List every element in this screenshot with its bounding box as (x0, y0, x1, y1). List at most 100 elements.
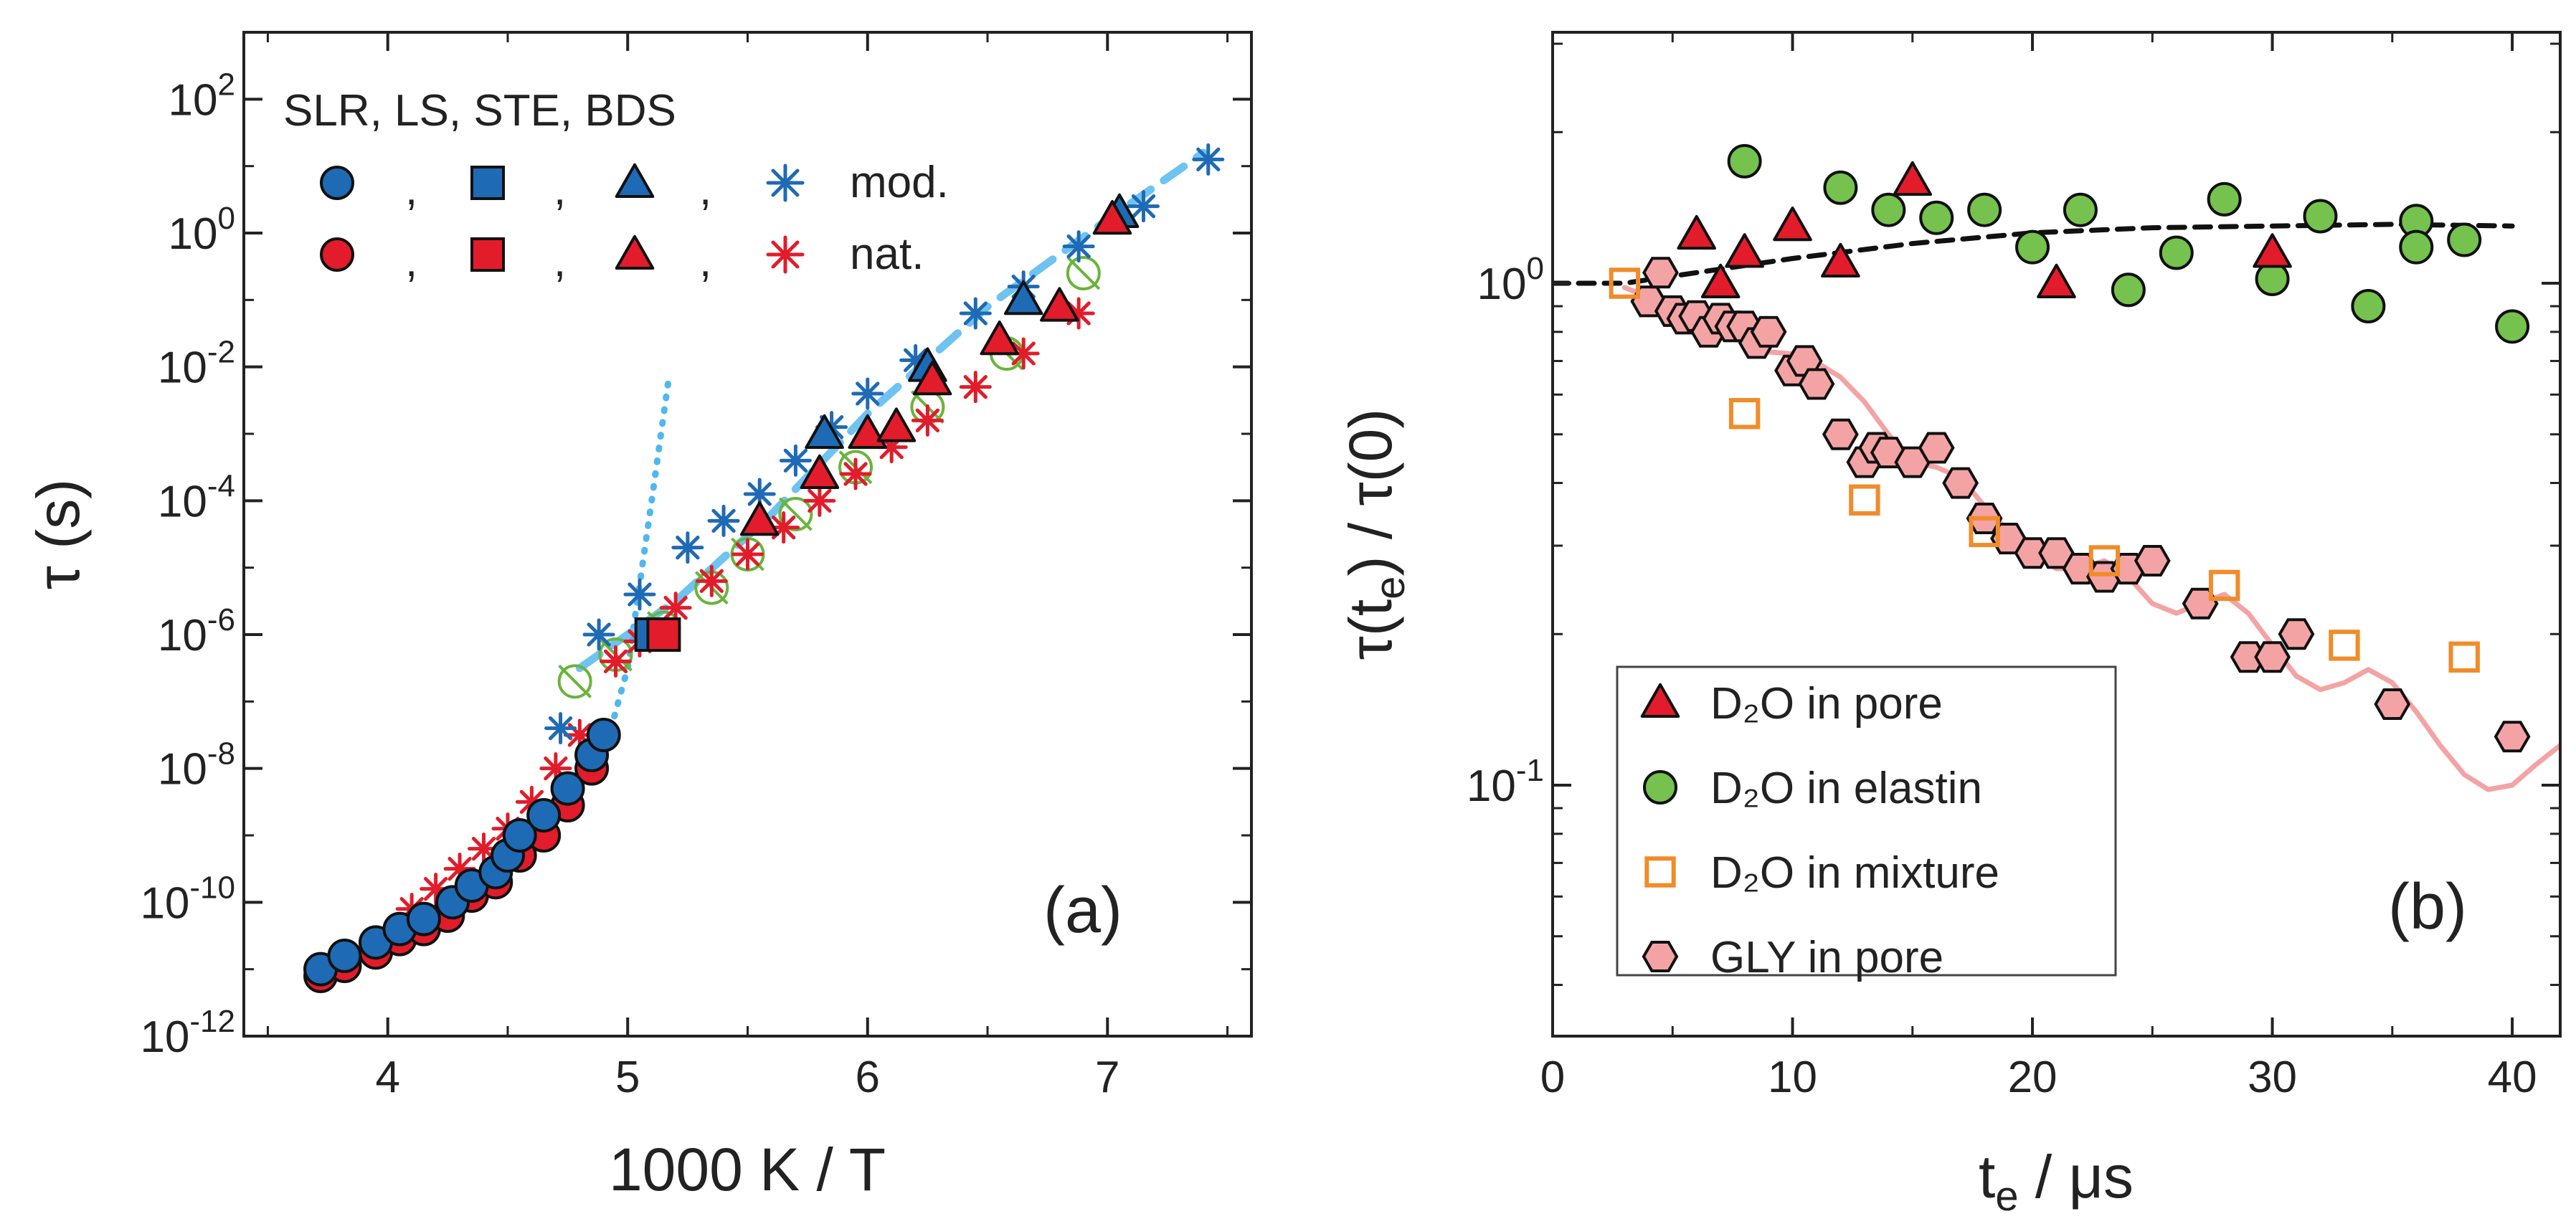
y-tick-label: 10-2 (158, 335, 235, 393)
data-point (1092, 200, 1132, 235)
data-point (805, 414, 844, 449)
data-point (526, 798, 562, 832)
data-point (2254, 641, 2291, 673)
data-point (1725, 233, 1764, 268)
data-point (2230, 641, 2267, 673)
y-tick-label: 10-10 (140, 870, 235, 928)
data-point (1969, 516, 2000, 548)
data-point (502, 818, 537, 853)
data-point (779, 444, 812, 477)
data-point (557, 664, 592, 699)
data-point (2088, 545, 2121, 577)
legend-nat-label: nat. (850, 229, 924, 279)
legend-marker (615, 163, 655, 198)
data-point (1798, 368, 1835, 400)
x-tick-label: 40 (2488, 1053, 2537, 1102)
data-point (2253, 233, 2292, 268)
x-tick-label: 20 (2008, 1053, 2058, 1102)
panel-b-ticks: 0 10 20 30 40 10-1 100 (1467, 32, 2560, 1102)
y-tick-label: 100 (1477, 251, 1544, 309)
legend-box (1616, 665, 2117, 977)
data-point (2182, 587, 2219, 620)
panel-b-frame (1551, 31, 2562, 1038)
data-point (406, 901, 441, 936)
data-point (2134, 545, 2171, 577)
legend-sep-6: , (699, 237, 711, 286)
legend-header: SLR, LS, STE, BDS (283, 86, 676, 136)
data-point (544, 712, 577, 745)
data-point (2374, 688, 2411, 720)
data-point (2063, 192, 2098, 227)
data-point (1066, 256, 1101, 290)
data-point (2495, 309, 2530, 344)
legend-entry-label: D₂O in mixture (1710, 848, 1999, 898)
data-point (600, 645, 633, 678)
data-point (2207, 181, 2242, 217)
y-tick-label: 10-8 (158, 736, 235, 794)
data-point (959, 371, 992, 404)
panel-b-xlabel: te / μs (1979, 1143, 2134, 1220)
legend-marker (1640, 683, 1680, 718)
data-point (2159, 235, 2194, 270)
data-point (848, 414, 888, 449)
data-point (851, 377, 884, 410)
data-point (623, 578, 656, 611)
data-point (1773, 206, 1812, 242)
data-point (1192, 143, 1225, 176)
data-point (1871, 192, 1906, 227)
legend-marker (1642, 941, 1679, 972)
legend-sep-3: , (699, 165, 711, 214)
y-tick-label: 10-12 (140, 1004, 235, 1062)
y-tick-label: 10-4 (158, 468, 235, 526)
x-tick-label: 5 (615, 1053, 640, 1102)
legend-sep-4: , (405, 237, 417, 286)
data-point (671, 531, 704, 564)
legend-marker (470, 166, 505, 200)
legend-mod-label: mod. (850, 158, 949, 207)
data-point (739, 501, 780, 536)
y-tick-label: 10-6 (158, 602, 235, 660)
x-tick-label: 6 (856, 1053, 880, 1102)
data-point (2448, 641, 2480, 673)
data-point (2329, 630, 2360, 661)
data-point (959, 297, 992, 330)
data-point (1062, 297, 1095, 330)
legend-marker (615, 234, 655, 270)
legend-entry-label: D₂O in elastin (1710, 764, 1982, 813)
data-point (1893, 161, 1933, 196)
data-point (2037, 263, 2076, 298)
data-point (839, 457, 872, 490)
data-point (695, 564, 728, 597)
data-point (2278, 618, 2315, 650)
data-point (778, 497, 813, 531)
data-point (1609, 267, 1641, 299)
x-tick-label: 4 (375, 1053, 399, 1102)
data-point (1821, 242, 1860, 278)
panel-b: 0 10 20 30 40 10-1 100 D₂O in pore D₂O in elast… (1337, 31, 2562, 1220)
data-point (1727, 143, 1762, 179)
legend-marker (320, 237, 354, 272)
data-point (2111, 272, 2146, 308)
data-point (800, 454, 840, 489)
data-point (1040, 287, 1079, 322)
data-point (1942, 467, 1979, 499)
data-point (586, 718, 621, 752)
data-point (1127, 190, 1160, 223)
data-point (1062, 230, 1095, 263)
y-tick-label: 102 (169, 67, 235, 125)
data-point (2015, 229, 2050, 265)
data-point (2447, 222, 2482, 257)
x-tick-label: 7 (1095, 1053, 1119, 1102)
data-point (550, 771, 585, 806)
legend-marker (320, 166, 354, 200)
data-point (1967, 192, 2002, 227)
panel-b-legend: D₂O in pore D₂O in elastin D₂O in mixture G… (1616, 665, 2117, 982)
panel-b-ylabel: τ(te) / τ(0) (1337, 409, 1414, 660)
data-point (803, 484, 836, 517)
data-point (1823, 170, 1858, 205)
panel-b-data-marks (1609, 143, 2531, 753)
data-point (911, 404, 944, 437)
pink-model-line (1621, 285, 2560, 792)
panel-a-data-marks (303, 143, 1225, 993)
